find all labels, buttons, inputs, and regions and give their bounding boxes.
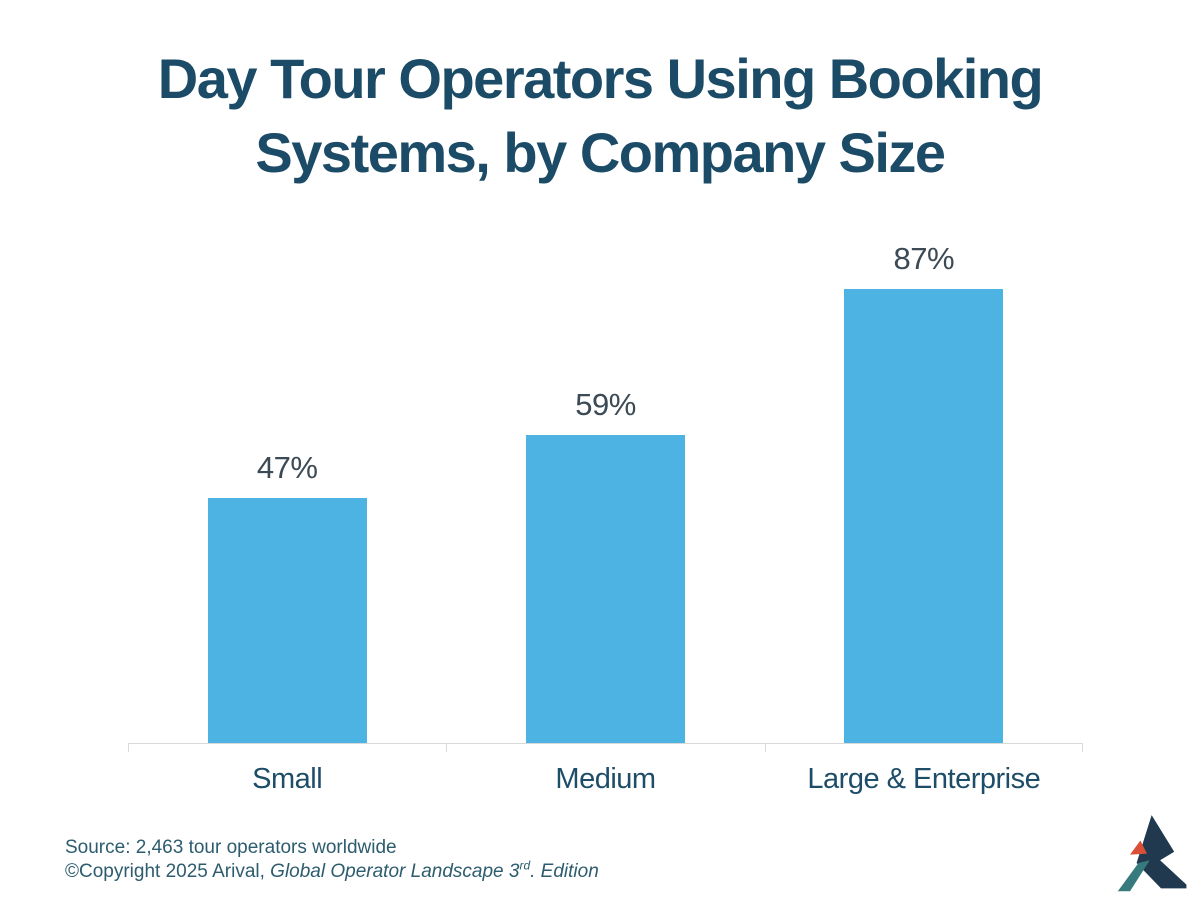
x-axis-line bbox=[128, 743, 1083, 752]
arival-logo bbox=[1117, 815, 1187, 892]
copyright-edition: . Edition bbox=[530, 860, 599, 882]
axis-tick bbox=[128, 743, 129, 752]
source-text: Source: 2,463 tour operators worldwide bbox=[65, 837, 397, 858]
category-label-medium: Medium bbox=[555, 763, 656, 795]
copyright-publication-title: Global Operator Landscape 3 bbox=[270, 860, 520, 882]
bar-group-large-enterprise: 87% bbox=[765, 221, 1083, 743]
bar-value-label-medium: 59% bbox=[575, 387, 636, 423]
arival-logo-navy-stroke bbox=[1136, 815, 1187, 889]
chart-title-line1: Day Tour Operators Using Booking bbox=[157, 47, 1044, 110]
copyright-text: ©Copyright 2025 Arival, Global Operator … bbox=[65, 858, 599, 884]
chart-title: Day Tour Operators Using Booking Systems… bbox=[0, 42, 1200, 190]
bar-group-medium: 59% bbox=[446, 221, 764, 743]
axis-tick bbox=[446, 743, 448, 752]
category-label-small: Small bbox=[252, 763, 323, 795]
axis-tick bbox=[764, 743, 766, 752]
copyright-prefix: ©Copyright 2025 Arival, bbox=[65, 860, 271, 882]
bars-row: 47% 59% 87% bbox=[128, 221, 1083, 743]
bar-value-label-large-enterprise: 87% bbox=[893, 240, 955, 276]
category-labels-row: Small Medium Large & Enterprise bbox=[128, 763, 1083, 796]
copyright-ordinal-suffix: rd bbox=[519, 858, 531, 873]
plot-area: 47% 59% 87% bbox=[128, 221, 1083, 743]
bar-value-label-small: 47% bbox=[256, 449, 318, 485]
bar-medium bbox=[525, 435, 685, 743]
footer-attribution: Source: 2,463 tour operators worldwide ©… bbox=[65, 836, 599, 883]
arival-logo-teal-leg bbox=[1117, 860, 1150, 892]
arival-logo-red-triangle bbox=[1130, 840, 1147, 855]
bar-large-enterprise bbox=[844, 288, 1004, 743]
bar-small bbox=[207, 497, 367, 743]
bar-group-small: 47% bbox=[128, 221, 446, 743]
axis-tick bbox=[1082, 743, 1083, 752]
chart-title-line2: Systems, by Company Size bbox=[255, 121, 946, 184]
category-label-large-enterprise: Large & Enterprise bbox=[807, 763, 1041, 795]
